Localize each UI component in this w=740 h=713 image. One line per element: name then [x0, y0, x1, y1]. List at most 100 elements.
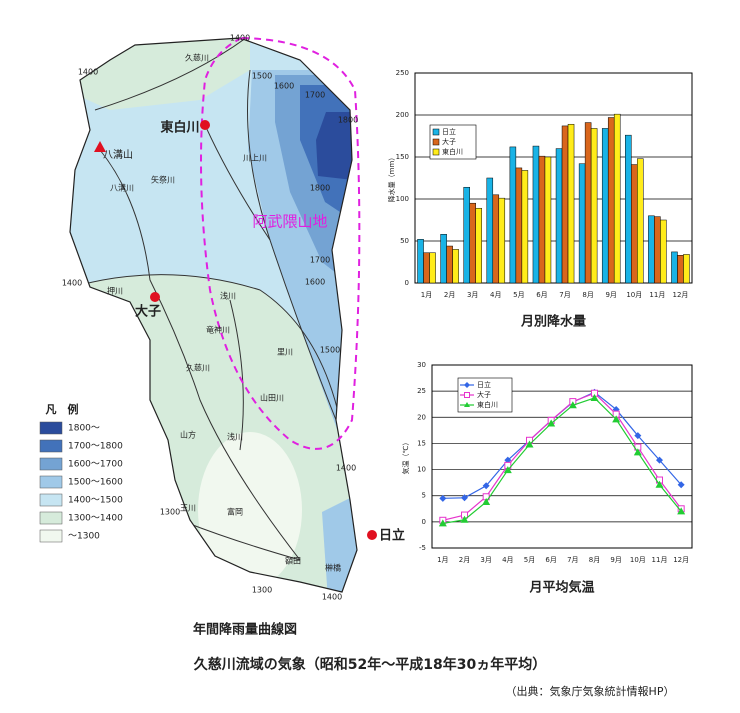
- x-tick-label: 4月: [490, 291, 501, 299]
- bar: [654, 216, 661, 284]
- point: [438, 519, 447, 527]
- bar: [452, 249, 459, 284]
- region-label: 阿武隈山地: [252, 213, 327, 231]
- bar: [423, 252, 430, 284]
- x-tick-label: 9月: [610, 556, 621, 564]
- bar: [498, 197, 506, 284]
- x-tick-label: 10月: [630, 556, 646, 564]
- legend-label: 東白川: [442, 147, 463, 156]
- bar: [683, 254, 690, 284]
- bar: [544, 156, 552, 284]
- map-label: 八溝川: [110, 183, 134, 193]
- map-label: 久慈川: [185, 53, 209, 63]
- bar: [538, 155, 546, 284]
- x-tick-label: 11月: [649, 291, 665, 299]
- legend-swatch: [39, 421, 63, 435]
- map-label: 1700: [305, 91, 325, 100]
- bar: [429, 252, 436, 284]
- zone: [198, 432, 302, 588]
- x-tick-label: 12月: [673, 556, 689, 564]
- bar: [578, 163, 586, 284]
- map-label: 竜神川: [206, 325, 230, 335]
- chart-title: 月平均気温: [528, 580, 594, 596]
- x-tick-label: 8月: [582, 291, 593, 299]
- x-tick-label: 4月: [502, 556, 513, 564]
- y-axis-label: 気温（℃）: [401, 439, 410, 475]
- legend-label: 1700～1800: [68, 442, 123, 452]
- river: [99, 124, 301, 561]
- bar: [607, 117, 615, 284]
- x-tick-label: 8月: [589, 556, 600, 564]
- legend-swatch: [432, 128, 440, 136]
- legend-label: 1400～1500: [68, 496, 123, 506]
- footer-title: 久慈川流域の気象（昭和52年～平成18年30ヵ年平均）: [193, 656, 546, 673]
- legend-swatch: [39, 457, 63, 471]
- map-label: 額田: [285, 556, 301, 566]
- legend-marker: [464, 392, 470, 398]
- point: [461, 494, 468, 502]
- legend-label: 1300～1400: [68, 514, 123, 524]
- y-tick-label: 15: [417, 439, 426, 447]
- map-label: 1600: [274, 82, 294, 91]
- footer-source: （出典：気象庁気象統計情報HP）: [506, 684, 675, 698]
- legend-label: ～1300: [68, 532, 100, 542]
- bar: [561, 125, 569, 284]
- place-label: 大子: [135, 304, 161, 320]
- y-tick-label: 10: [417, 466, 426, 474]
- place-label: 八溝山: [103, 148, 133, 161]
- bar: [671, 251, 678, 284]
- y-tick-label: 20: [417, 413, 426, 421]
- bar: [486, 177, 494, 284]
- plot-area: [414, 72, 693, 284]
- contour: [79, 274, 341, 421]
- map-label: 1400: [230, 34, 250, 43]
- map-label: 1400: [336, 464, 356, 473]
- bar: [463, 186, 470, 284]
- legend-label: 日立: [442, 127, 456, 136]
- map-label: 1400: [62, 279, 82, 288]
- bar: [625, 134, 632, 284]
- station: [367, 530, 377, 540]
- x-tick-label: 9月: [605, 291, 616, 299]
- y-tick-label: 150: [396, 153, 409, 161]
- legend-swatch: [39, 493, 63, 507]
- map-caption: 年間降雨量曲線図: [193, 622, 297, 638]
- point: [439, 494, 447, 502]
- line: [442, 392, 682, 521]
- bar: [475, 207, 482, 284]
- legend-label: 東白川: [477, 400, 498, 409]
- bar: [637, 158, 644, 284]
- map-label: 榊橋: [325, 563, 341, 573]
- bar: [492, 194, 500, 284]
- point: [482, 482, 490, 490]
- point: [633, 448, 642, 456]
- bar: [440, 234, 447, 284]
- map-label: 里川: [277, 348, 293, 357]
- bar: [532, 145, 540, 284]
- point: [525, 440, 534, 448]
- map-label: 1800: [310, 184, 330, 193]
- x-tick-label: 2月: [444, 291, 455, 299]
- legend-label: 大子: [477, 390, 491, 399]
- bar: [601, 128, 609, 284]
- y-tick-label: 5: [422, 492, 426, 500]
- legend-title: 凡 例: [46, 402, 79, 416]
- map-label: 1600: [305, 278, 325, 287]
- map-label: 浅川: [220, 291, 236, 301]
- x-tick-label: 11月: [652, 556, 668, 564]
- bar: [515, 167, 523, 284]
- x-tick-label: 5月: [513, 291, 524, 299]
- legend-label: 1600～1700: [68, 460, 123, 470]
- legend-swatch: [432, 148, 440, 156]
- map-label: 久慈川: [186, 363, 210, 373]
- map-label: 1400: [322, 593, 342, 602]
- legend-swatch: [39, 475, 63, 489]
- point: [677, 507, 686, 515]
- bar: [613, 113, 621, 284]
- map-label: 1400: [78, 68, 98, 77]
- bar: [555, 148, 563, 284]
- y-tick-label: 250: [396, 69, 409, 77]
- legend-marker: [464, 382, 470, 388]
- map-label: 押川: [107, 286, 123, 296]
